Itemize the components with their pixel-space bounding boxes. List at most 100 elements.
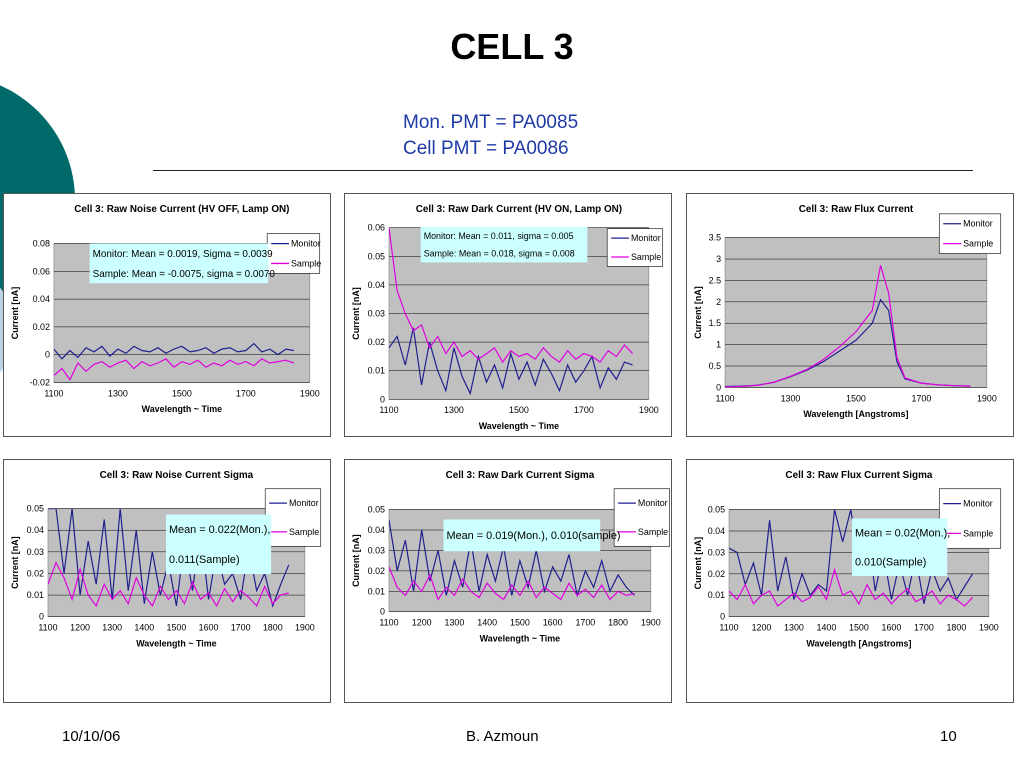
- x-tick-label: 1700: [575, 618, 595, 628]
- y-tick-label: -0.02: [30, 377, 50, 387]
- x-tick-label: 1600: [881, 623, 901, 633]
- series-line-sample: [47, 561, 289, 608]
- chart-title: Cell 3: Raw Noise Current Sigma: [100, 470, 254, 481]
- y-tick-label: 0.01: [708, 590, 725, 600]
- series-line-monitor: [53, 342, 294, 360]
- x-tick-label: 1100: [38, 623, 57, 633]
- stats-annotation-text: Sample: Mean = 0.018, sigma = 0.008: [424, 249, 575, 259]
- x-tick-label: 1300: [445, 618, 465, 628]
- x-tick-label: 1700: [574, 405, 594, 415]
- series-line-sample: [729, 567, 974, 607]
- legend-label: Monitor: [963, 499, 993, 509]
- legend-label: Monitor: [289, 498, 319, 508]
- x-tick-label: 1400: [477, 618, 497, 628]
- chart-raw-dark-current: Cell 3: Raw Dark Current (HV ON, Lamp ON…: [351, 204, 664, 431]
- y-tick-label: 0.04: [368, 280, 385, 290]
- stats-annotation-box: [166, 514, 272, 575]
- x-tick-label: 1800: [946, 623, 966, 633]
- x-tick-label: 1900: [639, 405, 659, 415]
- y-tick-label: 0.01: [368, 586, 385, 596]
- stats-annotation-box: [420, 226, 588, 263]
- x-tick-label: 1500: [849, 623, 869, 633]
- series-line-sample: [53, 358, 295, 381]
- x-tick-label: 1900: [300, 388, 320, 398]
- chart-title: Cell 3: Raw Flux Current: [799, 204, 914, 215]
- legend-label: Monitor: [291, 239, 321, 249]
- y-tick-label: 0: [45, 350, 50, 360]
- chart-panel-raw-dark-current-sigma: Cell 3: Raw Dark Current Sigma 0 0.01 0.02 0…: [344, 459, 672, 703]
- x-tick-label: 1300: [102, 623, 122, 633]
- stats-annotation-text: Mean = 0.022(Mon.),: [169, 524, 270, 536]
- x-tick-label: 1700: [231, 623, 251, 633]
- stats-annotation-box: [443, 519, 601, 552]
- y-tick-label: 0.05: [27, 504, 44, 514]
- series-line-sample: [725, 265, 971, 388]
- y-tick-label: 0: [716, 382, 721, 392]
- stats-annotation-text: 0.010(Sample): [855, 556, 926, 568]
- x-tick-label: 1600: [199, 623, 219, 633]
- x-tick-label: 1900: [295, 623, 315, 633]
- legend-label: Sample: [291, 258, 321, 268]
- y-tick-label: 0.02: [33, 322, 50, 332]
- y-tick-label: 0.03: [27, 547, 44, 557]
- y-tick-label: 0.01: [27, 590, 44, 600]
- y-axis-label: Current [nA]: [351, 287, 361, 339]
- y-axis-label: Current [nA]: [693, 537, 703, 589]
- y-tick-label: 2: [716, 297, 721, 307]
- y-tick-label: 0.04: [368, 525, 385, 535]
- x-tick-label: 1900: [977, 393, 997, 403]
- legend-label: Sample: [963, 528, 993, 538]
- x-tick-label: 1800: [608, 618, 628, 628]
- x-tick-label: 1500: [846, 393, 866, 403]
- chart-panel-raw-flux-current: Cell 3: Raw Flux Current 0 0.5 1 1.5 2 2.5 3 3.5…: [686, 193, 1014, 437]
- x-tick-label: 1100: [44, 388, 63, 398]
- y-tick-label: 0: [380, 607, 385, 617]
- x-tick-label: 1100: [719, 623, 738, 633]
- y-tick-label: 1: [716, 340, 721, 350]
- chart-raw-dark-current-sigma: Cell 3: Raw Dark Current Sigma 0 0.01 0.02 0…: [351, 470, 670, 644]
- title-divider: [153, 170, 973, 171]
- legend-label: Monitor: [638, 498, 668, 508]
- x-tick-label: 1300: [444, 405, 464, 415]
- legend-box: [266, 233, 321, 274]
- y-tick-label: 0: [720, 612, 725, 622]
- y-axis-label: Current [nA]: [351, 534, 361, 586]
- y-tick-label: 0.5: [709, 361, 721, 371]
- y-axis-label: Current [nA]: [10, 287, 20, 339]
- series-line-sample: [388, 566, 635, 601]
- y-tick-label: 2.5: [709, 275, 721, 285]
- subtitle-cell-pmt: Cell PMT = PA0086: [403, 138, 569, 159]
- y-tick-label: 0.05: [368, 505, 385, 515]
- legend-box: [613, 488, 670, 547]
- x-tick-label: 1200: [752, 623, 772, 633]
- x-tick-label: 1500: [510, 618, 530, 628]
- x-axis-label: Wavelength ~ Time: [479, 421, 559, 431]
- x-tick-label: 1300: [784, 623, 804, 633]
- chart-title: Cell 3: Raw Noise Current (HV OFF, Lamp …: [74, 204, 289, 215]
- x-tick-label: 1400: [817, 623, 837, 633]
- y-tick-label: 0.06: [368, 223, 385, 233]
- stats-annotation-text: 0.011(Sample): [169, 554, 240, 566]
- plot-area: [724, 237, 988, 388]
- stats-annotation-box: [851, 518, 948, 577]
- x-axis-label: Wavelength [Angstroms]: [803, 409, 908, 419]
- legend-label: Sample: [638, 527, 668, 537]
- y-tick-label: 0.01: [368, 366, 385, 376]
- stats-annotation-text: Sample: Mean = -0.0075, sigma = 0.0070: [93, 269, 276, 280]
- stats-annotation-box: [89, 243, 269, 284]
- x-tick-label: 1700: [911, 393, 931, 403]
- stats-annotation-text: Monitor: Mean = 0.0019, Sigma = 0.0039: [93, 249, 274, 260]
- x-axis-label: Wavelength ~ Time: [142, 404, 222, 414]
- x-tick-label: 1900: [979, 623, 999, 633]
- x-axis-label: Wavelength ~ Time: [136, 638, 216, 648]
- y-tick-label: 1.5: [709, 318, 721, 328]
- x-tick-label: 1300: [108, 388, 128, 398]
- x-tick-label: 1900: [641, 618, 661, 628]
- x-tick-label: 1200: [412, 618, 432, 628]
- chart-raw-noise-current-sigma: Cell 3: Raw Noise Current Sigma 0 0.01 0.02…: [10, 470, 322, 648]
- x-tick-label: 1100: [715, 393, 734, 403]
- legend-box: [606, 228, 664, 267]
- legend-label: Sample: [289, 527, 319, 537]
- y-tick-label: 3: [716, 254, 721, 264]
- y-tick-label: 0.03: [368, 308, 385, 318]
